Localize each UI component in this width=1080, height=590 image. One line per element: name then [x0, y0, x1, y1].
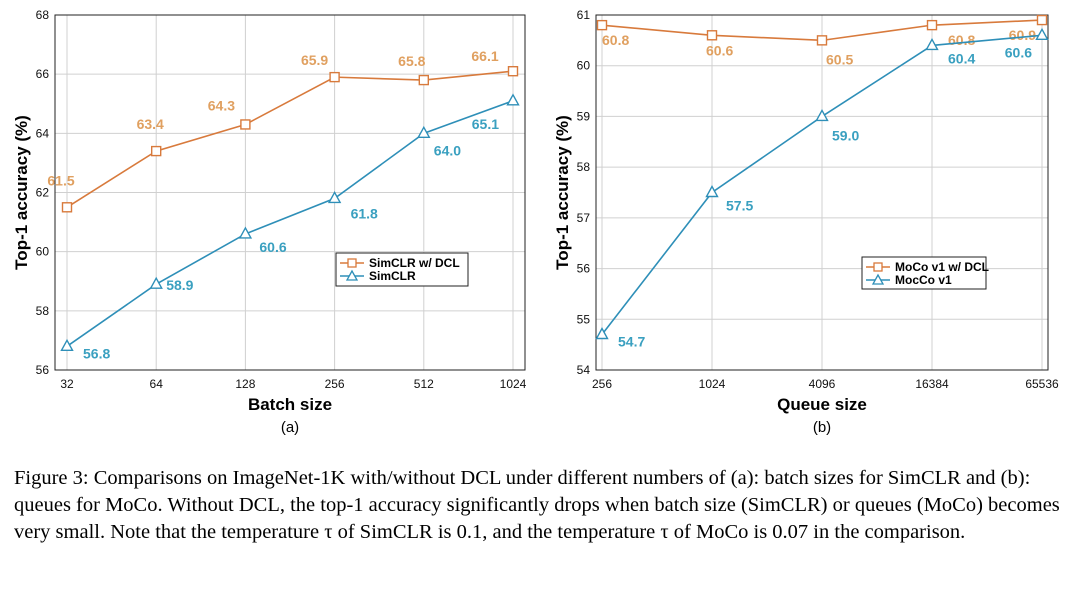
x-axis-title: Queue size	[777, 395, 867, 414]
y-tick-label: 59	[577, 109, 591, 123]
data-point-triangle	[60, 338, 74, 352]
x-tick-label: 128	[235, 377, 255, 391]
y-tick-label: 68	[36, 8, 50, 22]
x-tick-label: 256	[592, 377, 612, 391]
y-axis-title: Top-1 accuracy (%)	[12, 115, 31, 270]
data-label: 63.4	[137, 116, 164, 132]
x-tick-label: 32	[60, 377, 74, 391]
legend-marker-square	[873, 262, 883, 272]
data-label: 65.1	[472, 116, 499, 132]
data-label: 60.6	[1005, 44, 1032, 60]
data-point-triangle	[705, 185, 719, 198]
legend-entry: MoCo v1 w/ DCL	[895, 260, 989, 274]
series-line-orange	[66, 70, 514, 208]
data-point-square	[150, 145, 162, 157]
legend-marker-triangle	[345, 269, 359, 281]
data-label: 60.6	[259, 239, 286, 255]
y-tick-label: 64	[36, 126, 50, 140]
chart-a-svg: 56 58 60 62 64 66 68 32 64 128 256 512 1024 Batch siz…	[12, 8, 527, 436]
data-point-square	[1036, 14, 1048, 26]
data-point-triangle	[417, 125, 431, 139]
data-point-square	[61, 202, 73, 213]
data-point-square	[596, 19, 608, 31]
series-line-blue	[66, 100, 514, 347]
data-label: 60.8	[602, 32, 629, 48]
chart-a: 56 58 60 62 64 66 68 32 64 128 256 512 1024 Batch siz…	[0, 0, 540, 450]
data-label: 60.9	[1009, 27, 1036, 43]
plot-frame	[595, 14, 1049, 371]
data-point-triangle	[149, 276, 163, 289]
data-label: 64.0	[434, 142, 461, 158]
x-tick-label: 1024	[699, 377, 726, 391]
x-tick-label: 256	[325, 377, 345, 391]
data-label: 66.1	[471, 48, 498, 64]
data-point-square	[706, 30, 718, 41]
y-tick-label: 60	[36, 245, 50, 259]
y-tick-label: 57	[577, 211, 591, 225]
data-label: 64.3	[208, 97, 235, 113]
legend-marker-square	[347, 258, 357, 268]
x-tick-label: 512	[414, 377, 434, 391]
y-tick-label: 66	[36, 67, 50, 81]
y-tick-label: 55	[577, 312, 591, 326]
data-point-square	[926, 19, 938, 31]
data-point-triangle	[327, 190, 342, 204]
figure-caption: Figure 3: Comparisons on ImageNet-1K wit…	[14, 467, 1060, 543]
data-label: 65.8	[398, 53, 425, 69]
legend-entry: SimCLR	[369, 269, 416, 283]
data-point-triangle	[1035, 27, 1049, 40]
data-label: 57.5	[726, 198, 753, 214]
data-label: 60.8	[948, 32, 975, 48]
panel-label: (a)	[281, 419, 299, 436]
legend-entry: MocCo v1	[895, 273, 952, 287]
x-tick-label: 4096	[809, 377, 836, 391]
data-point-square	[329, 71, 340, 83]
x-tick-label: 16384	[915, 377, 949, 391]
data-point-triangle	[238, 226, 253, 239]
data-point-square	[507, 66, 519, 77]
data-point-triangle	[815, 108, 829, 122]
data-label: 58.9	[166, 277, 193, 293]
y-tick-label: 54	[577, 363, 591, 377]
x-tick-label: 65536	[1025, 377, 1059, 391]
plot-frame	[54, 14, 526, 371]
data-label: 56.8	[83, 345, 110, 361]
data-label: 59.0	[832, 127, 859, 143]
y-tick-label: 56	[577, 262, 591, 276]
data-label: 60.6	[706, 42, 733, 58]
data-label: 60.4	[948, 50, 975, 66]
y-tick-label: 58	[36, 304, 50, 318]
legend-entry: SimCLR w/ DCL	[369, 256, 460, 270]
legend-marker-triangle	[871, 273, 885, 285]
y-tick-label: 58	[577, 160, 591, 174]
y-tick-label: 60	[577, 59, 591, 73]
y-tick-label: 62	[36, 186, 50, 200]
x-tick-label: 64	[150, 377, 164, 391]
data-label: 61.8	[351, 205, 378, 221]
x-tick-label: 1024	[500, 377, 527, 391]
y-tick-label: 61	[577, 8, 591, 22]
data-point-triangle	[506, 93, 520, 106]
chart-b-svg: 54 55 56 57 58 59 60 61 256 1024 4096 16384 65536 Que…	[553, 8, 1059, 436]
data-label: 54.7	[618, 334, 645, 350]
panel-label: (b)	[813, 419, 831, 436]
data-point-triangle	[595, 327, 609, 340]
data-point-square	[240, 119, 251, 130]
data-label: 61.5	[47, 172, 74, 188]
y-axis-title: Top-1 accuracy (%)	[553, 115, 572, 270]
data-label: 60.5	[826, 51, 853, 67]
data-point-square	[816, 35, 828, 46]
data-point-square	[418, 74, 429, 86]
y-tick-label: 56	[36, 363, 50, 377]
x-axis-title: Batch size	[248, 395, 332, 414]
chart-b: 54 55 56 57 58 59 60 61 256 1024 4096 16384 65536 Que…	[540, 0, 1080, 450]
data-point-triangle	[925, 37, 939, 51]
data-label: 65.9	[301, 52, 328, 68]
